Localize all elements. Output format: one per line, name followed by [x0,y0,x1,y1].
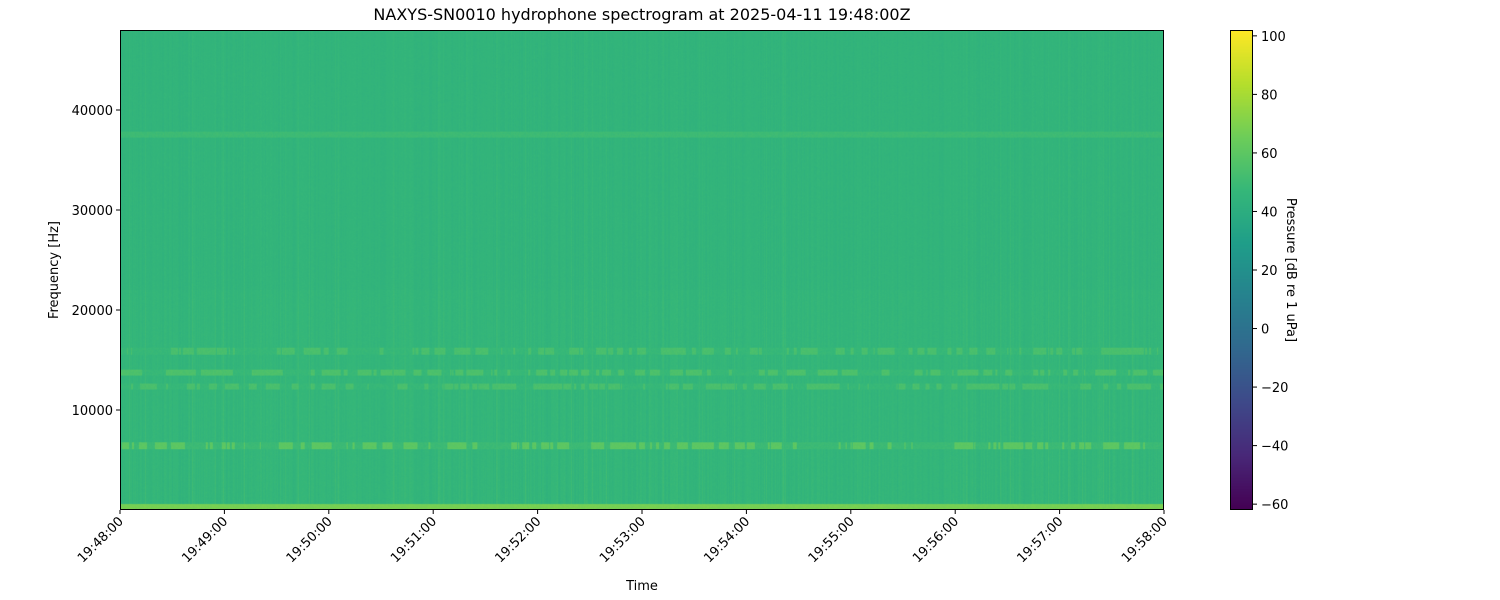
colorbar-tick-label: 20 [1261,264,1278,279]
x-tick-label: 19:57:00 [1015,514,1067,566]
x-tick: 19:50:00 [284,510,336,566]
x-tick-label: 19:49:00 [179,514,231,566]
x-tick: 19:49:00 [179,510,231,566]
x-tick-label: 19:55:00 [806,514,858,566]
colorbar-label: Pressure [dB re 1 uPa] [1283,198,1298,342]
colorbar-tick-label: 0 [1261,323,1269,338]
x-tick: 19:56:00 [910,510,962,566]
y-axis-label: Frequency [Hz] [47,221,62,319]
y-tick-label: 10000 [72,404,113,419]
x-tick-label: 19:56:00 [910,514,962,566]
colorbar-tick-label: 60 [1261,147,1278,162]
x-tick-label: 19:58:00 [1119,514,1171,566]
x-tick: 19:52:00 [493,510,545,566]
x-tick: 19:51:00 [388,510,440,566]
colorbar [1230,30,1253,510]
x-tick: 19:58:00 [1119,510,1171,566]
x-tick: 19:53:00 [597,510,649,566]
colorbar-tick-label: 80 [1261,88,1278,103]
colorbar-tick: 40 [1253,205,1278,220]
colorbar-tick: −40 [1253,440,1288,455]
colorbar-tick: 20 [1253,264,1278,279]
colorbar-tick-label: 40 [1261,205,1278,220]
y-tick: 30000 [72,204,120,219]
y-tick-label: 40000 [72,104,113,119]
x-tick-label: 19:51:00 [388,514,440,566]
x-tick-label: 19:52:00 [493,514,545,566]
y-tick: 10000 [72,404,120,419]
colorbar-tick: 100 [1253,30,1286,45]
x-tick-label: 19:50:00 [284,514,336,566]
x-tick-label: 19:53:00 [597,514,649,566]
colorbar-tick-label: −20 [1261,381,1288,396]
spectrogram-plot-area [120,30,1164,510]
x-axis-label: Time [625,579,658,594]
spectrogram-heatmap [121,31,1163,509]
x-tick: 19:48:00 [75,510,127,566]
y-tick: 20000 [72,304,120,319]
chart-title: NAXYS-SN0010 hydrophone spectrogram at 2… [373,5,911,24]
colorbar-tick: −60 [1253,498,1288,513]
colorbar-tick-label: −40 [1261,440,1288,455]
colorbar-tick: 0 [1253,323,1269,338]
x-tick-label: 19:54:00 [701,514,753,566]
y-tick-label: 20000 [72,304,113,319]
x-tick-label: 19:48:00 [75,514,127,566]
colorbar-tick-label: −60 [1261,498,1288,513]
x-tick: 19:57:00 [1015,510,1067,566]
x-tick: 19:54:00 [701,510,753,566]
colorbar-tick: 80 [1253,88,1278,103]
colorbar-tick-label: 100 [1261,30,1286,45]
colorbar-tick: −20 [1253,381,1288,396]
y-tick-label: 30000 [72,204,113,219]
y-tick: 40000 [72,104,120,119]
x-tick: 19:55:00 [806,510,858,566]
colorbar-tick: 60 [1253,147,1278,162]
